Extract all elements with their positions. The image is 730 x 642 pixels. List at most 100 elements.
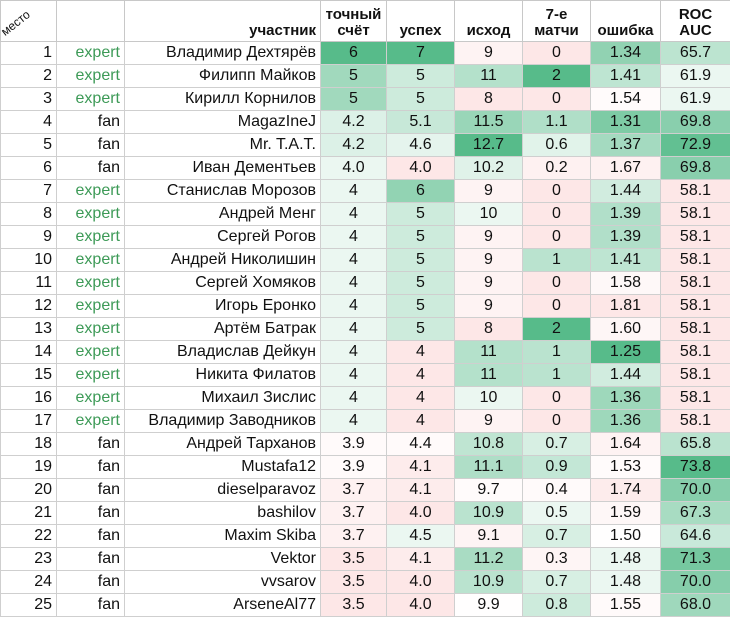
place-cell: 15: [0, 363, 57, 387]
participant-name-cell: Игорь Еронко: [124, 294, 321, 318]
table-row: 8 expert Андрей Менг 4 5 10 0 1.39 58.1: [0, 202, 730, 226]
place-cell: 4: [0, 110, 57, 134]
outcome-cell: 10.9: [454, 570, 523, 594]
roc-auc-cell: 58.1: [660, 386, 730, 410]
outcome-cell: 11: [454, 64, 523, 88]
participant-name-cell: Mustafa12: [124, 455, 321, 479]
table-row: 15 expert Никита Филатов 4 4 11 1 1.44 58.1: [0, 363, 730, 387]
success-cell: 5: [386, 225, 455, 249]
exact-score-cell: 5: [320, 87, 387, 111]
outcome-cell: 10: [454, 202, 523, 226]
table-row: 25 fan ArseneAl77 3.5 4.0 9.9 0.8 1.55 68.0: [0, 593, 730, 617]
outcome-cell: 10.8: [454, 432, 523, 456]
participant-type-cell: expert: [56, 409, 125, 433]
exact-score-cell: 3.9: [320, 455, 387, 479]
place-cell: 13: [0, 317, 57, 341]
header-outcome: исход: [454, 0, 523, 42]
outcome-cell: 9: [454, 179, 523, 203]
seventh-matches-cell: 0.3: [522, 547, 591, 571]
leaderboard-table: место участник точный счёт успех исход 7-…: [0, 0, 730, 617]
success-cell: 5: [386, 317, 455, 341]
exact-score-cell: 3.5: [320, 570, 387, 594]
success-cell: 4: [386, 386, 455, 410]
error-cell: 1.39: [590, 202, 661, 226]
table-row: 7 expert Станислав Морозов 4 6 9 0 1.44 58.1: [0, 179, 730, 203]
error-cell: 1.54: [590, 87, 661, 111]
success-cell: 5: [386, 202, 455, 226]
seventh-matches-cell: 0.2: [522, 156, 591, 180]
error-cell: 1.31: [590, 110, 661, 134]
place-cell: 2: [0, 64, 57, 88]
table-row: 13 expert Артём Батрак 4 5 8 2 1.60 58.1: [0, 317, 730, 341]
success-cell: 5: [386, 294, 455, 318]
table-row: 20 fan dieselparavoz 3.7 4.1 9.7 0.4 1.74 70.0: [0, 478, 730, 502]
success-cell: 4.0: [386, 593, 455, 617]
roc-auc-cell: 58.1: [660, 225, 730, 249]
seventh-matches-cell: 0.7: [522, 524, 591, 548]
outcome-cell: 9: [454, 409, 523, 433]
success-cell: 5: [386, 87, 455, 111]
place-cell: 10: [0, 248, 57, 272]
place-cell: 17: [0, 409, 57, 433]
seventh-matches-cell: 0: [522, 294, 591, 318]
header-success: успех: [386, 0, 455, 42]
outcome-cell: 11.2: [454, 547, 523, 571]
table-row: 17 expert Владимир Заводников 4 4 9 0 1.36 58.1: [0, 409, 730, 433]
error-cell: 1.53: [590, 455, 661, 479]
seventh-matches-cell: 0: [522, 225, 591, 249]
error-cell: 1.64: [590, 432, 661, 456]
participant-type-cell: fan: [56, 501, 125, 525]
error-cell: 1.44: [590, 363, 661, 387]
outcome-cell: 12.7: [454, 133, 523, 157]
participant-type-cell: expert: [56, 248, 125, 272]
outcome-cell: 10: [454, 386, 523, 410]
participant-type-cell: fan: [56, 547, 125, 571]
place-cell: 1: [0, 41, 57, 65]
participant-name-cell: MagazIneJ: [124, 110, 321, 134]
error-cell: 1.67: [590, 156, 661, 180]
error-cell: 1.48: [590, 570, 661, 594]
participant-type-cell: fan: [56, 593, 125, 617]
exact-score-cell: 4: [320, 225, 387, 249]
participant-name-cell: Maxim Skiba: [124, 524, 321, 548]
participant-type-cell: expert: [56, 363, 125, 387]
participant-type-cell: expert: [56, 41, 125, 65]
roc-auc-cell: 58.1: [660, 409, 730, 433]
success-cell: 4.0: [386, 570, 455, 594]
participant-type-cell: expert: [56, 386, 125, 410]
seventh-matches-cell: 0.5: [522, 501, 591, 525]
place-cell: 3: [0, 87, 57, 111]
exact-score-cell: 3.5: [320, 547, 387, 571]
exact-score-cell: 4: [320, 317, 387, 341]
header-seventh-matches: 7-е матчи: [522, 0, 591, 42]
seventh-matches-cell: 1.1: [522, 110, 591, 134]
place-cell: 19: [0, 455, 57, 479]
seventh-matches-cell: 0.6: [522, 133, 591, 157]
outcome-cell: 9: [454, 41, 523, 65]
seventh-matches-cell: 0.7: [522, 570, 591, 594]
seventh-matches-cell: 0: [522, 87, 591, 111]
outcome-cell: 11: [454, 340, 523, 364]
exact-score-cell: 3.9: [320, 432, 387, 456]
outcome-cell: 9: [454, 294, 523, 318]
participant-name-cell: Андрей Менг: [124, 202, 321, 226]
roc-auc-cell: 58.1: [660, 202, 730, 226]
participant-name-cell: Сергей Рогов: [124, 225, 321, 249]
outcome-cell: 8: [454, 87, 523, 111]
participant-type-cell: expert: [56, 202, 125, 226]
roc-auc-cell: 61.9: [660, 64, 730, 88]
exact-score-cell: 4: [320, 363, 387, 387]
error-cell: 1.74: [590, 478, 661, 502]
table-row: 16 expert Михаил Зислис 4 4 10 0 1.36 58.1: [0, 386, 730, 410]
exact-score-cell: 4: [320, 248, 387, 272]
exact-score-cell: 4: [320, 179, 387, 203]
error-cell: 1.81: [590, 294, 661, 318]
place-cell: 24: [0, 570, 57, 594]
place-cell: 21: [0, 501, 57, 525]
participant-name-cell: Никита Филатов: [124, 363, 321, 387]
success-cell: 5.1: [386, 110, 455, 134]
exact-score-cell: 4: [320, 409, 387, 433]
outcome-cell: 8: [454, 317, 523, 341]
outcome-cell: 11: [454, 363, 523, 387]
table-row: 24 fan vvsarov 3.5 4.0 10.9 0.7 1.48 70.0: [0, 570, 730, 594]
